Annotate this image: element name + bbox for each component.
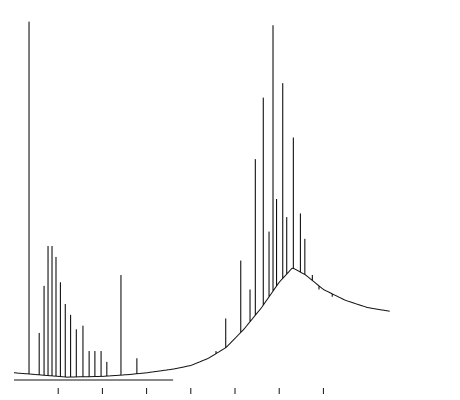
x-axis <box>14 379 324 394</box>
baseline-trace <box>13 267 390 378</box>
peak-series <box>28 21 333 378</box>
